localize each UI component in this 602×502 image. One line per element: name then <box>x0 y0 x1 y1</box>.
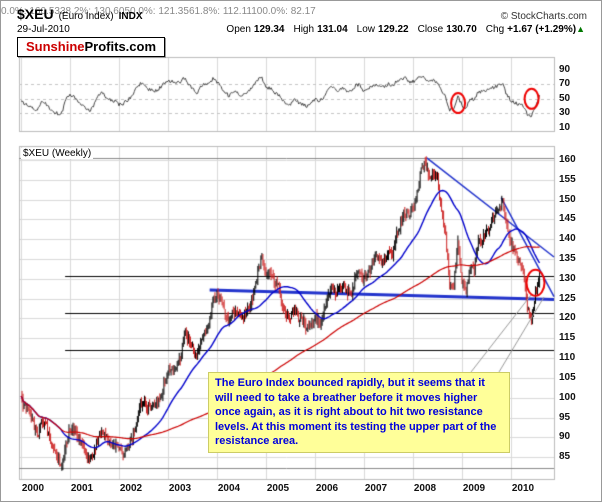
price-axis-tick: 105 <box>559 371 576 383</box>
indicator-axis-tick: 90 <box>559 64 571 75</box>
copyright-text: © StockCharts.com <box>500 11 587 22</box>
quote-high-label: High <box>293 24 315 35</box>
price-axis-tick: 85 <box>559 451 571 463</box>
price-axis-tick: 130 <box>559 272 576 284</box>
quote-high: High 131.04 <box>293 24 347 35</box>
year-axis-tick: 2009 <box>462 483 486 494</box>
ticker-symbol: $XEU <box>17 6 54 22</box>
year-axis-tick: 2007 <box>364 483 388 494</box>
chart-title-row: $XEU (Euro Index) INDX © StockCharts.com <box>17 6 587 22</box>
quote-low-label: Low <box>356 24 376 35</box>
year-axis-tick: 2003 <box>168 483 192 494</box>
price-axis-tick: 125 <box>559 292 576 304</box>
price-axis-tick: 160 <box>559 153 576 165</box>
indicator-axis-tick: 30 <box>559 107 571 119</box>
quote-low-value: 129.22 <box>378 24 409 35</box>
price-axis-tick: 140 <box>559 233 576 245</box>
quote-close-label: Close <box>417 24 444 35</box>
logo-brand-red: Sunshine <box>26 39 85 54</box>
quote-close-value: 130.70 <box>446 24 477 35</box>
quote-change-label: Chg <box>485 24 505 35</box>
price-axis-tick: 95 <box>559 411 571 423</box>
year-axis-tick: 2002 <box>119 483 143 494</box>
price-axis-tick: 145 <box>559 213 576 225</box>
price-axis-tick: 120 <box>559 312 576 324</box>
indicator-axis-tick: 70 <box>559 78 571 90</box>
indicator-axis-tick: 10 <box>559 121 571 133</box>
quote-low: Low 129.22 <box>357 24 409 35</box>
quote-high-value: 131.04 <box>317 24 348 35</box>
quote-open-value: 129.34 <box>253 24 285 35</box>
price-axis-tick: 110 <box>559 352 576 364</box>
change-up-arrow-icon: ▲ <box>576 24 585 34</box>
year-axis-tick: 2010 <box>511 483 535 494</box>
year-axis-tick: 2006 <box>315 483 339 494</box>
quote-close: Close 130.70 <box>418 24 477 35</box>
year-axis-tick: 2005 <box>266 483 290 494</box>
quote-open: Open 129.34 <box>226 24 284 35</box>
ohlc-quote: Open 129.34 High 131.04 Low 129.22 Close 130… <box>226 24 585 35</box>
chart-date: 29-Jul-2010 <box>17 24 70 35</box>
year-axis-tick: 2004 <box>217 483 241 494</box>
sunshine-profits-logo: SunshineProfits.com <box>17 37 166 57</box>
analyst-annotation: The Euro Index bounced rapidly, but it s… <box>208 372 510 453</box>
ticker-name: (Euro Index) <box>58 11 114 22</box>
price-axis-tick: 100 <box>559 391 576 403</box>
quote-row: 29-Jul-2010 Open 129.34 High 131.04 Low 129… <box>17 24 585 35</box>
ticker-exchange: INDX <box>118 11 143 22</box>
year-axis-tick: 2008 <box>413 483 437 494</box>
price-panel-label: $XEU (Weekly) <box>21 148 94 159</box>
quote-change: Chg +1.67 (+1.29%)▲ <box>486 24 585 35</box>
logo-brand-black: Profits.com <box>84 39 157 54</box>
price-axis-tick: 155 <box>559 173 576 185</box>
price-axis-tick: 135 <box>559 252 576 264</box>
quote-change-value: +1.67 (+1.29%) <box>507 24 577 35</box>
indicator-axis-tick: 50 <box>559 92 571 104</box>
price-axis-tick: 90 <box>559 431 571 443</box>
year-axis-tick: 2001 <box>70 483 94 494</box>
price-axis-tick: 115 <box>559 332 576 344</box>
year-axis-tick: 2000 <box>21 483 45 494</box>
price-axis-tick: 150 <box>559 193 576 205</box>
quote-open-label: Open <box>226 24 251 35</box>
